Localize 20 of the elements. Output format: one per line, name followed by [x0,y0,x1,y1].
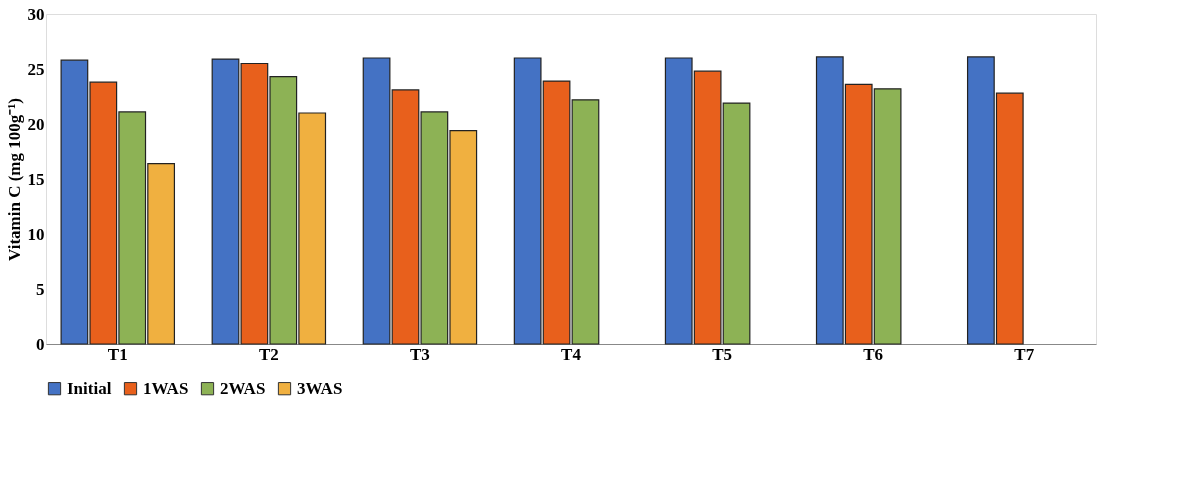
y-tick-label: 20 [27,114,45,134]
x-tick-label: T7 [1014,344,1035,364]
y-tick-label: 0 [36,334,45,354]
x-tick-label: T5 [712,344,732,364]
y-tick-label: 10 [27,224,45,244]
y-tick-label: 30 [27,4,45,24]
legend-label: 2WAS [220,378,266,398]
x-tick-label: T2 [258,344,279,364]
bar [571,99,600,345]
y-tick-label: 25 [27,59,45,79]
x-tick-label: T3 [410,344,430,364]
x-tick-label: T6 [863,344,884,364]
x-tick-label: T4 [561,344,582,364]
y-tick-label: 5 [36,279,45,299]
legend-label: 1WAS [143,378,189,398]
x-tick-label: T1 [107,344,128,364]
legend-label: Initial [67,378,112,398]
y-axis-title: Vitamin C (mg 100g⁻¹) [4,98,24,261]
legend-label: 3WAS [297,378,343,398]
y-tick-label: 15 [27,169,45,189]
